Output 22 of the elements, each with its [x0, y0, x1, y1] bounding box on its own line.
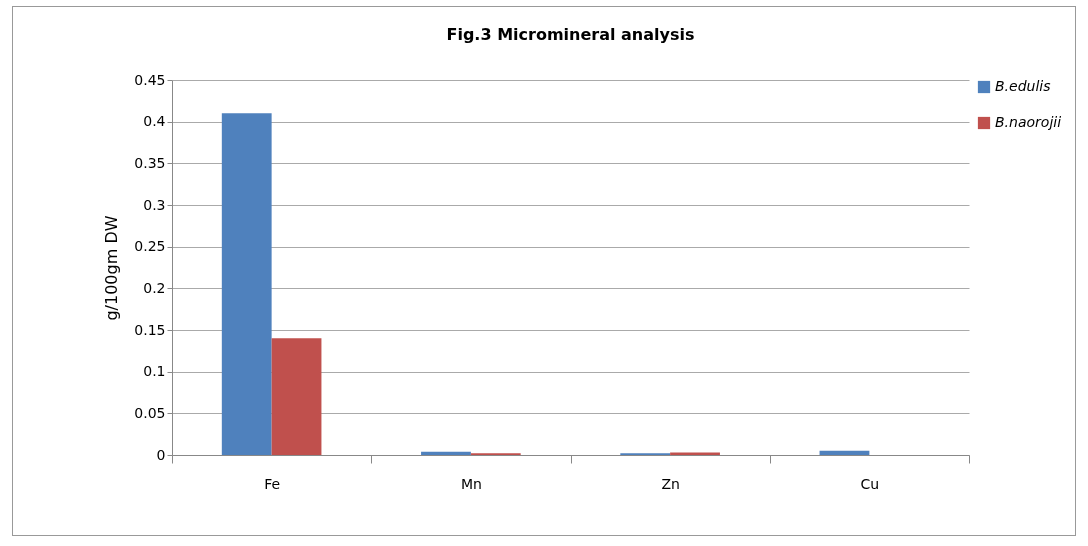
legend-label: B.naorojii [995, 114, 1062, 130]
y-tick-label: 0.2 [143, 279, 166, 296]
bar [421, 451, 471, 455]
y-tick-label: 0.35 [134, 154, 166, 171]
y-tick-label: 0.3 [143, 196, 166, 213]
y-tick-label: 0.25 [134, 238, 166, 255]
bar [271, 338, 322, 455]
x-tick-label: Zn [661, 475, 680, 492]
y-axis-title: g/100gm DW [102, 215, 122, 321]
x-tick-label: Cu [860, 475, 880, 492]
legend-label: B.edulis [995, 78, 1051, 94]
bar [221, 113, 272, 455]
y-tick-label: 0 [156, 446, 166, 463]
y-tick-label: 0.05 [134, 404, 166, 421]
x-tick-label: Mn [460, 475, 482, 492]
y-tick-label: 0.15 [134, 321, 166, 338]
y-tick-label: 0.1 [143, 363, 166, 380]
y-tick-label: 0.45 [134, 71, 166, 88]
x-tick-label: Fe [264, 475, 281, 492]
y-tick-label: 0.4 [143, 113, 166, 130]
chart-title: Fig.3 Micromineral analysis [446, 25, 695, 44]
bar [819, 450, 870, 455]
